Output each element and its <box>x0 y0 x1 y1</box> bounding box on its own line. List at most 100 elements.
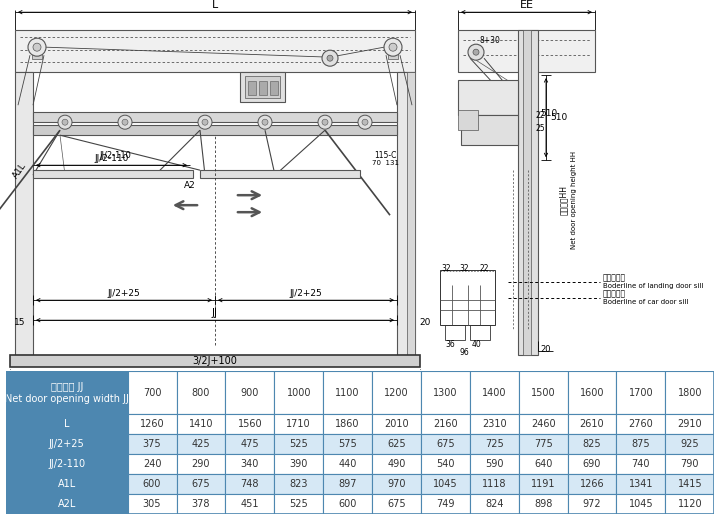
Text: 748: 748 <box>240 479 259 489</box>
Text: 970: 970 <box>387 479 406 489</box>
Bar <box>616 414 665 434</box>
Circle shape <box>202 119 208 125</box>
Text: 1410: 1410 <box>189 419 213 429</box>
Bar <box>270 81 278 95</box>
Text: 378: 378 <box>192 499 210 509</box>
Circle shape <box>62 119 68 125</box>
Text: 40: 40 <box>471 340 481 349</box>
Text: 2460: 2460 <box>531 419 555 429</box>
Text: 900: 900 <box>240 388 259 398</box>
Bar <box>323 454 372 474</box>
Circle shape <box>468 44 484 60</box>
Text: 675: 675 <box>436 439 455 449</box>
Bar <box>200 170 360 178</box>
Text: 1000: 1000 <box>287 388 311 398</box>
Bar <box>407 72 415 355</box>
Text: 600: 600 <box>143 479 161 489</box>
Bar <box>518 494 567 514</box>
Text: 1700: 1700 <box>629 388 653 398</box>
Bar <box>225 414 274 434</box>
Bar <box>518 454 567 474</box>
Bar <box>127 371 176 414</box>
Bar <box>323 414 372 434</box>
Bar <box>274 474 323 494</box>
Bar <box>274 454 323 474</box>
Bar <box>567 474 616 494</box>
Text: 425: 425 <box>192 439 210 449</box>
Bar <box>421 434 470 454</box>
Text: 1266: 1266 <box>580 479 604 489</box>
Text: 240: 240 <box>143 459 161 469</box>
Text: 700: 700 <box>143 388 161 398</box>
Bar <box>421 414 470 434</box>
Text: 1100: 1100 <box>336 388 360 398</box>
Bar <box>240 72 285 102</box>
Text: 8+30: 8+30 <box>480 36 500 45</box>
Bar <box>567 454 616 474</box>
Bar <box>6 434 127 454</box>
Bar <box>523 30 531 355</box>
Text: 115-C: 115-C <box>374 151 396 160</box>
Bar <box>274 494 323 514</box>
Text: EE: EE <box>520 0 534 10</box>
Bar <box>6 454 127 474</box>
Bar <box>33 112 397 122</box>
Bar <box>518 30 538 355</box>
Bar <box>421 494 470 514</box>
Bar <box>6 414 127 434</box>
Text: 厅门地坎线: 厅门地坎线 <box>603 274 626 283</box>
Text: 510: 510 <box>550 113 567 122</box>
Bar <box>176 434 225 454</box>
Bar <box>567 434 616 454</box>
Bar <box>225 474 274 494</box>
Bar <box>616 494 665 514</box>
Text: 305: 305 <box>143 499 161 509</box>
Text: 1200: 1200 <box>384 388 409 398</box>
Text: 净开门宽 JJ
Net door opening width JJ: 净开门宽 JJ Net door opening width JJ <box>5 382 129 404</box>
Bar <box>15 72 33 355</box>
Text: 451: 451 <box>240 499 259 509</box>
Text: 1191: 1191 <box>531 479 555 489</box>
Bar <box>372 454 421 474</box>
Text: 690: 690 <box>582 459 601 469</box>
Text: 490: 490 <box>387 459 405 469</box>
Text: 1045: 1045 <box>629 499 653 509</box>
Text: 1400: 1400 <box>482 388 506 398</box>
Bar <box>176 494 225 514</box>
Text: L: L <box>64 419 69 429</box>
Text: 1800: 1800 <box>678 388 702 398</box>
Text: 1120: 1120 <box>678 499 702 509</box>
Text: L: L <box>212 0 218 10</box>
Text: 1341: 1341 <box>629 479 653 489</box>
Text: 1600: 1600 <box>580 388 604 398</box>
Text: 875: 875 <box>631 439 650 449</box>
Bar <box>470 434 518 454</box>
Bar <box>176 454 225 474</box>
Bar <box>421 371 470 414</box>
Bar <box>518 434 567 454</box>
Bar <box>616 371 665 414</box>
Text: 972: 972 <box>582 499 601 509</box>
Bar <box>397 72 415 355</box>
Bar <box>440 270 495 325</box>
Text: 96: 96 <box>459 348 469 357</box>
Text: 340: 340 <box>240 459 259 469</box>
Text: 510: 510 <box>541 109 557 118</box>
Circle shape <box>318 115 332 129</box>
Text: 790: 790 <box>680 459 699 469</box>
Bar <box>470 454 518 474</box>
Circle shape <box>33 43 41 51</box>
Text: JJ/2-110: JJ/2-110 <box>94 154 129 163</box>
Bar <box>445 325 465 340</box>
Circle shape <box>118 115 132 129</box>
Bar <box>6 474 127 494</box>
Bar <box>10 355 420 367</box>
Circle shape <box>58 115 72 129</box>
Bar <box>32 54 42 59</box>
Bar <box>127 494 176 514</box>
Text: 1860: 1860 <box>336 419 360 429</box>
Text: Boderline of landing door sill: Boderline of landing door sill <box>603 283 703 289</box>
Text: 1300: 1300 <box>433 388 458 398</box>
Text: 1045: 1045 <box>433 479 458 489</box>
Text: A1L: A1L <box>12 161 29 180</box>
